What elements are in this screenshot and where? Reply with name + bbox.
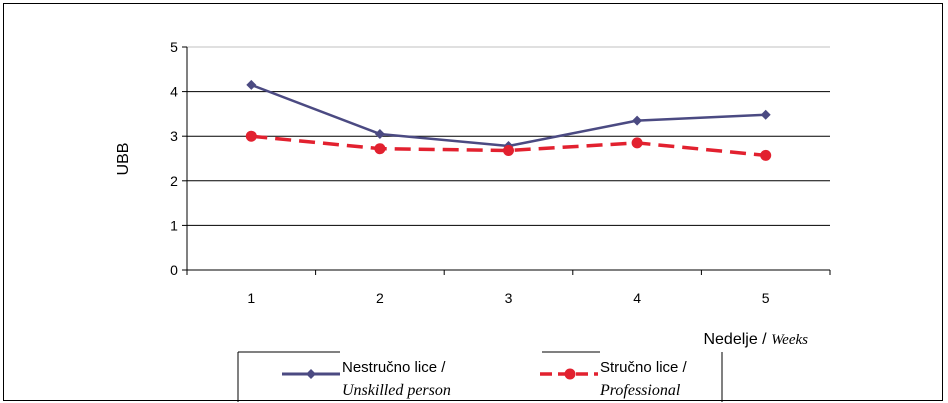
legend: Nestručno lice / Unskilled person Stručn… (237, 351, 723, 402)
gridlines (187, 46, 830, 226)
series-0 (246, 79, 771, 152)
data-point-circle (631, 137, 643, 149)
chart-frame (3, 3, 943, 401)
y-tick-labels: 0 1 2 3 4 5 (170, 39, 178, 278)
legend-label-unskilled-italic: Unskilled person (342, 382, 451, 399)
x-tick-label: 4 (633, 290, 641, 306)
x-tick-label: 2 (376, 290, 384, 306)
legend-item-unskilled: Nestručno lice / Unskilled person (282, 359, 451, 399)
legend-label-professional-italic: Professional (599, 382, 681, 399)
y-tick-label: 3 (170, 128, 178, 144)
x-tick-label: 3 (505, 290, 513, 306)
x-tick-label: 1 (247, 290, 255, 306)
data-point-diamond (246, 79, 257, 90)
axes (182, 46, 831, 275)
y-axis-title: UBB (115, 143, 132, 176)
x-tick-labels: 1 2 3 4 5 (247, 290, 769, 306)
y-tick-label: 5 (170, 39, 178, 55)
legend-marker-circle (564, 368, 576, 380)
y-tick-label: 2 (170, 173, 178, 189)
legend-label-professional-main: Stručno lice / (600, 359, 688, 376)
data-point-circle (760, 149, 772, 161)
data-point-circle (245, 130, 257, 142)
x-axis-title-italic: Weeks (771, 332, 808, 348)
series-1 (245, 130, 772, 161)
data-point-diamond (374, 128, 385, 139)
x-axis-title: Nedelje / Weeks (703, 331, 808, 348)
x-axis-title-main: Nedelje / (703, 331, 771, 348)
x-tick-label: 5 (762, 290, 770, 306)
data-point-diamond (760, 109, 771, 120)
series-line (250, 83, 766, 148)
legend-item-professional: Stručno lice / Professional (540, 359, 688, 399)
legend-label-unskilled-main: Nestručno lice / (342, 359, 446, 376)
y-tick-label: 1 (170, 217, 178, 233)
y-tick-label: 4 (170, 84, 178, 100)
series (245, 79, 772, 161)
data-point-circle (374, 143, 386, 155)
data-point-diamond (632, 115, 643, 126)
series-line (251, 134, 766, 158)
legend-marker-diamond (306, 369, 316, 379)
data-point-circle (503, 144, 514, 156)
y-tick-label: 0 (170, 262, 178, 278)
